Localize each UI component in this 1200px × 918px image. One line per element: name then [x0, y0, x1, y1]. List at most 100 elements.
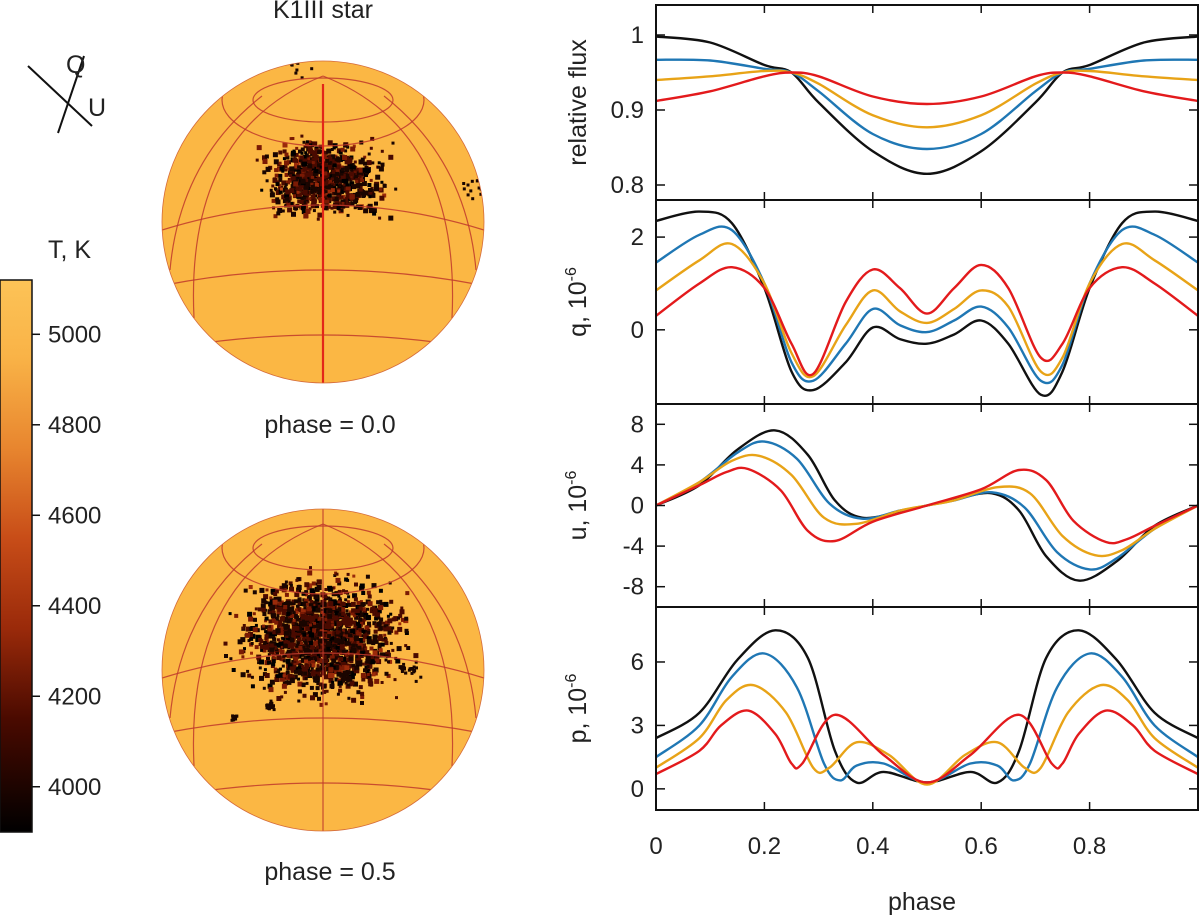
- spot-pixel: [287, 207, 293, 213]
- spot-pixel: [361, 181, 367, 186]
- spot-pixel: [332, 615, 338, 621]
- spot-pixel: [337, 604, 342, 609]
- spot-pixel: [367, 678, 373, 684]
- spot-pixel: [282, 637, 286, 641]
- spot-pixel: [331, 174, 335, 178]
- spot-pixel: [361, 629, 366, 634]
- colorbar-frame: [0, 279, 33, 833]
- spot-pixel: [347, 202, 352, 206]
- spot-pixel: [295, 146, 299, 150]
- spot-pixel: [344, 590, 348, 595]
- spot-pixel: [320, 691, 324, 695]
- x-tick-label: 0.2: [748, 833, 781, 860]
- spot-pixel: [293, 181, 299, 187]
- spot-pixel: [356, 631, 362, 637]
- spot-pixel: [351, 184, 356, 190]
- spot-pixel: [290, 184, 296, 190]
- spot-pixel: [289, 166, 295, 172]
- spot-pixel: [291, 599, 295, 603]
- spot-pixel: [324, 190, 328, 194]
- spot-pixel: [343, 143, 348, 148]
- spot-pixel: [316, 654, 321, 659]
- spot-pixel: [415, 666, 418, 670]
- spot-pixel: [330, 652, 336, 657]
- spot-pixel: [292, 194, 296, 198]
- spot-pixel: [400, 667, 404, 671]
- spot-pixel: [327, 608, 333, 614]
- spot-pixel: [294, 152, 299, 157]
- spot-pixel: [312, 141, 318, 147]
- spot-pixel: [238, 649, 244, 655]
- spot-pixel: [286, 649, 292, 655]
- spot-pixel: [291, 601, 296, 606]
- spot-pixel: [291, 626, 296, 631]
- spot-pixel: [358, 685, 363, 690]
- spot-pixel: [273, 592, 278, 596]
- spot-pixel: [358, 170, 364, 176]
- spot-pixel: [316, 671, 321, 676]
- spot-pixel: [304, 615, 309, 619]
- spot-pixel: [260, 625, 266, 631]
- spot-pixel: [361, 179, 364, 183]
- spot-pixel: [300, 151, 304, 155]
- spot-pixel: [259, 639, 264, 644]
- spot-pixel: [264, 154, 269, 159]
- spot-pixel: [328, 200, 332, 204]
- colorbar-tick-label: 4400: [48, 593, 101, 620]
- spot-pixel: [284, 630, 290, 636]
- spot-pixel: [292, 167, 296, 171]
- y-axis-label: u, 10-6: [563, 470, 592, 540]
- spot-pixel: [326, 640, 331, 646]
- spot-pixel: [296, 585, 302, 590]
- spot-pixel: [328, 667, 334, 673]
- spot-pixel: [305, 140, 309, 144]
- spot-pixel: [366, 607, 369, 611]
- spot-pixel: [358, 606, 363, 611]
- spot-pixel: [364, 675, 368, 679]
- spot-pixel: [329, 179, 333, 183]
- spot-pixel: [337, 189, 341, 193]
- spot-pixel: [358, 187, 363, 192]
- series-orange: [656, 683, 1198, 786]
- spot-pixel: [344, 149, 348, 153]
- spot-pixel: [303, 598, 309, 604]
- spot-pixel: [361, 602, 366, 607]
- spot-pixel: [469, 189, 473, 193]
- spot-pixel: [345, 155, 350, 160]
- spot-pixel: [341, 611, 346, 616]
- spot-pixel: [316, 682, 320, 686]
- spot-pixel: [303, 200, 307, 204]
- spot-pixel: [271, 198, 276, 203]
- spot-pixel: [313, 652, 319, 658]
- spot-pixel: [367, 594, 372, 599]
- spot-pixel: [369, 146, 373, 150]
- spot-pixel: [324, 199, 330, 205]
- series-red: [656, 709, 1198, 784]
- spot-pixel: [377, 161, 381, 165]
- spot-pixel: [352, 594, 356, 597]
- spot-pixel: [272, 645, 277, 650]
- spot-pixel: [337, 167, 343, 173]
- spot-pixel: [340, 673, 344, 677]
- spot-pixel: [360, 701, 364, 705]
- spot-pixel: [391, 648, 395, 652]
- spot-pixel: [309, 600, 314, 604]
- spot-pixel: [316, 217, 320, 221]
- spot-pixel: [301, 202, 306, 207]
- spot-pixel: [301, 667, 306, 672]
- spot-pixel: [292, 674, 298, 680]
- spot-pixel: [286, 203, 291, 207]
- spot-pixel: [361, 662, 365, 666]
- spot-pixel: [324, 617, 328, 621]
- panel-0: 1 0.9 0.8 relative flux: [564, 4, 1199, 201]
- y-tick-label: 3: [631, 712, 644, 739]
- spot-pixel: [269, 632, 273, 636]
- q-axis-line: [27, 65, 93, 127]
- spot-pixel: [389, 599, 394, 604]
- spot-pixel: [342, 634, 346, 638]
- spot-pixel: [334, 154, 338, 158]
- spot-pixel: [349, 652, 354, 657]
- spot-pixel: [317, 197, 321, 201]
- spot-pixel: [294, 669, 298, 674]
- spot-pixel: [330, 206, 334, 210]
